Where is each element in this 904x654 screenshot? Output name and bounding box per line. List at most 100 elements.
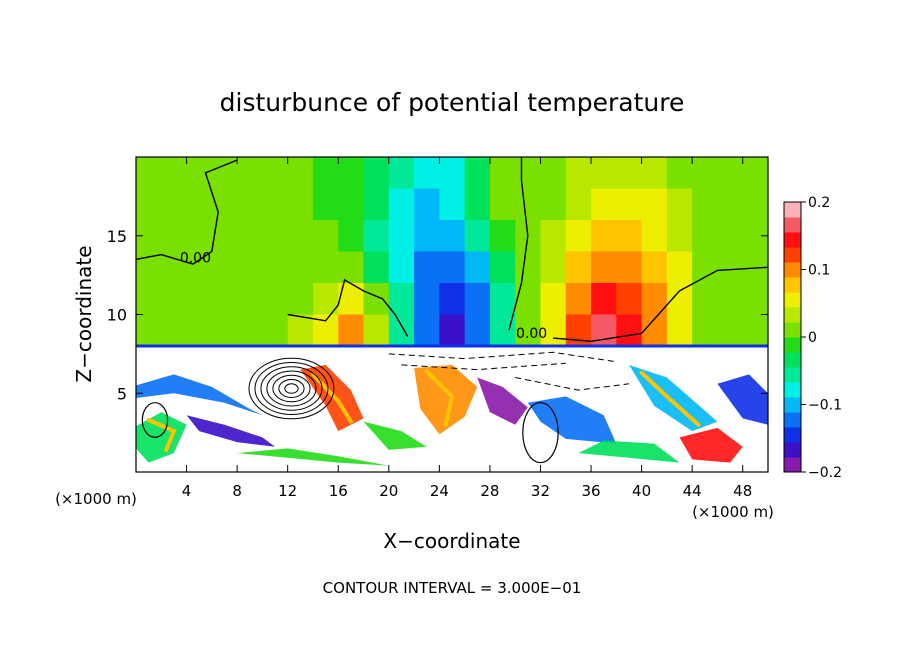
contour-zero xyxy=(136,159,238,265)
turbulent-blob xyxy=(679,427,743,463)
turbulent-streak xyxy=(424,369,455,427)
heatmap-cell xyxy=(742,188,768,221)
heatmap-cell xyxy=(312,157,339,190)
heatmap-cell xyxy=(237,157,263,190)
heatmap-cell xyxy=(262,188,289,221)
heatmap-cell xyxy=(287,314,314,347)
heatmap-cell xyxy=(186,220,213,253)
heatmap-cell xyxy=(692,251,719,284)
turbulent-lower-layer xyxy=(136,344,768,472)
turbulent-blob xyxy=(527,396,617,444)
contour-negative xyxy=(515,377,630,391)
heatmap-cell xyxy=(414,157,440,190)
x-unit-left: (×1000 m) xyxy=(55,490,137,508)
heatmap-cell xyxy=(489,220,516,253)
colorbar-segment xyxy=(784,217,801,233)
heatmap-cell xyxy=(439,157,466,190)
colorbar-segment xyxy=(784,307,801,323)
colorbar-segment xyxy=(784,247,801,263)
heatmap-cell xyxy=(666,283,693,316)
colorbar-segment xyxy=(784,292,801,308)
x-tick-label: 40 xyxy=(632,482,651,500)
heatmap-cell xyxy=(287,188,314,221)
heatmap-cell xyxy=(717,188,744,221)
heatmap-cell xyxy=(540,314,567,347)
heatmap-cell xyxy=(363,251,390,284)
heatmap-cell xyxy=(515,251,542,284)
contour-zero xyxy=(508,157,529,331)
heatmap-cell xyxy=(312,188,339,221)
turbulent-blob xyxy=(578,440,680,463)
heatmap-cell xyxy=(136,314,162,347)
colorbar-tick-label: −0.1 xyxy=(808,398,842,414)
heatmap-cell xyxy=(161,220,188,253)
heatmap-cell xyxy=(464,283,491,316)
heatmap-cell xyxy=(616,251,643,284)
heatmap-cell xyxy=(591,314,617,347)
colorbar-segments xyxy=(784,202,801,473)
heatmap-cell xyxy=(136,188,162,221)
turbulent-blob xyxy=(363,421,427,450)
heatmap-cell xyxy=(464,251,491,284)
heatmap-cell xyxy=(540,251,567,284)
heatmap-cell xyxy=(515,157,542,190)
heatmap-cell xyxy=(363,188,390,221)
vortex-contour xyxy=(266,370,317,407)
heatmap-cell xyxy=(616,188,643,221)
heatmap-cell xyxy=(666,188,693,221)
vortex-contour xyxy=(278,379,305,399)
heatmap-cell xyxy=(186,251,213,284)
turbulent-blob xyxy=(136,412,187,463)
heatmap-cell xyxy=(338,251,365,284)
heatmap-cell xyxy=(287,220,314,253)
x-tick-label: 28 xyxy=(480,482,499,500)
heatmap-cell xyxy=(439,283,466,316)
y-tick-label: 10 xyxy=(107,306,127,325)
plot-area: 0.00 0.00 xyxy=(136,157,768,472)
heatmap-cell xyxy=(666,220,693,253)
eddy-contour xyxy=(141,402,169,438)
turbulent-blob xyxy=(237,448,389,466)
heatmap-cell xyxy=(363,314,390,347)
heatmap-cell xyxy=(439,188,466,221)
heatmap-cell xyxy=(464,188,491,221)
turbulent-blob xyxy=(186,415,275,447)
heatmap-cell xyxy=(388,220,415,253)
heatmap-cell xyxy=(262,157,289,190)
heatmap-cell xyxy=(717,314,744,347)
contour-lines: 0.00 0.00 xyxy=(136,157,768,464)
colorbar-tick-label: 0 xyxy=(808,330,817,346)
heatmap-cell xyxy=(237,251,263,284)
heatmap-cell xyxy=(287,283,314,316)
chart-title: disturbunce of potential temperature xyxy=(220,88,685,117)
heatmap-cell xyxy=(641,188,668,221)
heatmap-cell xyxy=(338,188,365,221)
heatmap-cell xyxy=(692,314,719,347)
vortex-contour xyxy=(272,374,311,403)
heatmap-cell xyxy=(237,283,263,316)
x-tick-label: 24 xyxy=(430,482,449,500)
heatmap-cell xyxy=(515,314,542,347)
x-tick-label: 44 xyxy=(683,482,702,500)
heatmap-cell xyxy=(388,283,415,316)
heatmap-cell xyxy=(237,314,263,347)
heatmap-cell xyxy=(136,283,162,316)
vortex-contour xyxy=(248,357,335,420)
heatmap-cell xyxy=(717,251,744,284)
heatmap-cell xyxy=(692,283,719,316)
y-tick-label: 15 xyxy=(107,227,127,246)
heatmap-cell xyxy=(237,220,263,253)
heatmap-cell xyxy=(540,188,567,221)
turbulent-blob xyxy=(136,374,263,416)
x-tick-label: 48 xyxy=(733,482,752,500)
heatmap-cell xyxy=(161,251,188,284)
heatmap-cell xyxy=(363,220,390,253)
heatmap-cell xyxy=(338,314,365,347)
heatmap-cell xyxy=(287,251,314,284)
vortex-contour xyxy=(260,366,323,411)
turbulent-streak xyxy=(639,370,701,427)
heatmap-cell xyxy=(161,188,188,221)
heatmap-cell xyxy=(312,251,339,284)
heatmap-cell xyxy=(388,188,415,221)
heatmap-cell xyxy=(312,283,339,316)
